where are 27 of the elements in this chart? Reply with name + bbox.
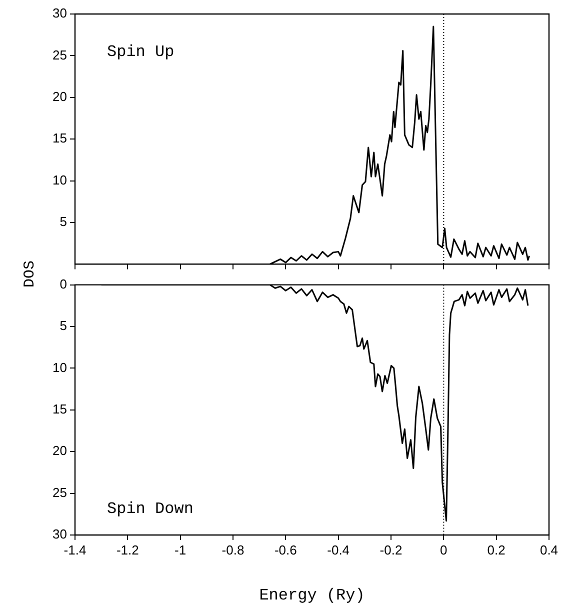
x-tick-label: -0.2 [380,542,402,558]
x-tick-label: 0.4 [540,542,558,558]
y-tick-label: 10 [52,360,67,375]
y-tick-label: 20 [52,88,67,104]
x-tick-label: -0.4 [327,542,350,558]
y-tick-label: 5 [60,214,67,230]
y-tick-label: 30 [52,6,67,21]
x-tick-label: 0 [440,542,448,558]
y-tick-label: 15 [52,130,67,146]
annotation: Spin Up [107,43,174,61]
y-tick-label: 0 [60,276,67,292]
y-tick-label: 30 [52,526,67,542]
y-tick-label: 25 [52,47,67,62]
y-tick-label: 15 [52,401,67,416]
y-tick-label: 25 [52,484,67,500]
y-tick-label: 10 [52,172,67,188]
x-tick-label: -0.8 [222,542,244,558]
y-tick-label: 5 [60,318,67,334]
x-axis-title: Energy (Ry) [259,586,365,605]
x-tick-label: -1.4 [64,542,86,558]
x-tick-label: -0.6 [274,542,297,558]
x-tick-label: 0.2 [487,542,506,558]
y-axis-title: DOS [22,260,38,288]
x-tick-label: -1.2 [116,542,139,558]
annotation: Spin Down [107,500,194,518]
y-tick-label: 20 [52,443,67,458]
x-tick-label: -1 [174,542,186,558]
